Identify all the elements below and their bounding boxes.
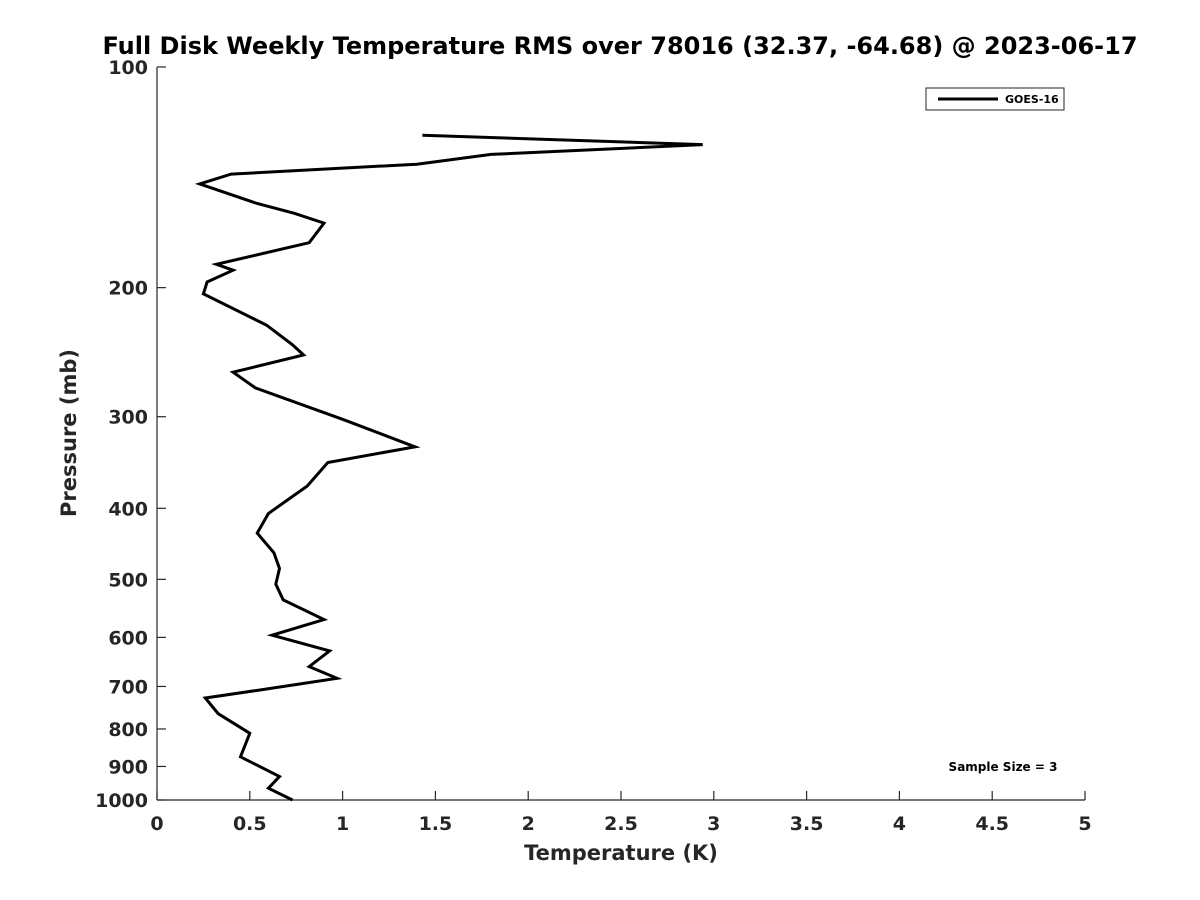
y-tick-label: 300 xyxy=(108,407,148,429)
x-tick-label: 3 xyxy=(707,813,720,835)
legend: GOES-16 xyxy=(925,87,1065,111)
x-tick-label: 0 xyxy=(150,813,163,835)
y-tick-label: 900 xyxy=(108,756,148,778)
chart-title: Full Disk Weekly Temperature RMS over 78… xyxy=(102,32,1137,60)
y-axis-label: Pressure (mb) xyxy=(57,349,81,517)
y-tick-label: 800 xyxy=(108,719,148,741)
y-tick-label: 600 xyxy=(108,627,148,649)
y-tick-label: 100 xyxy=(108,57,148,79)
y-tick-label: 200 xyxy=(108,278,148,300)
y-tick-label: 400 xyxy=(108,498,148,520)
x-tick-label: 4.5 xyxy=(975,813,1009,835)
legend-entry-goes-16: GOES-16 xyxy=(1005,93,1059,106)
x-tick-label: 1 xyxy=(336,813,349,835)
sample-size-annotation: Sample Size = 3 xyxy=(949,760,1058,774)
y-ticks: 100 200 300 400 500 600 700 800 900 1000 xyxy=(95,57,166,812)
x-axis-label: Temperature (K) xyxy=(524,841,718,865)
x-ticks: 0 0.5 1 1.5 2 2.5 3 3.5 4 4.5 5 xyxy=(150,791,1092,835)
y-tick-label: 1000 xyxy=(95,790,148,812)
x-tick-label: 1.5 xyxy=(419,813,453,835)
x-tick-label: 4 xyxy=(893,813,906,835)
x-tick-label: 2 xyxy=(522,813,535,835)
x-tick-label: 2.5 xyxy=(604,813,638,835)
x-tick-label: 5 xyxy=(1078,813,1091,835)
x-tick-label: 3.5 xyxy=(790,813,824,835)
series-line-goes-16 xyxy=(194,133,703,802)
plot-area: 0 0.5 1 1.5 2 2.5 3 3.5 4 4.5 5 100 200 300 400 500 600… xyxy=(95,57,1092,835)
y-tick-label: 700 xyxy=(108,676,148,698)
x-tick-label: 0.5 xyxy=(233,813,267,835)
y-tick-label: 500 xyxy=(108,569,148,591)
